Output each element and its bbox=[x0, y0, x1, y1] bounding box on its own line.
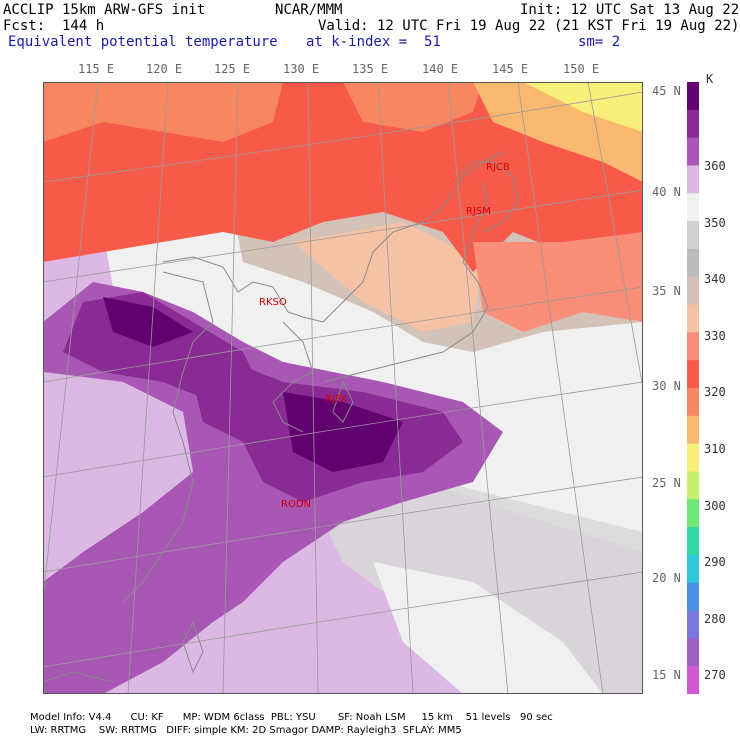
colorbar-label: 310 bbox=[704, 442, 726, 456]
smoothing-label: sm= 2 bbox=[578, 34, 621, 50]
forecast-hour: Fcst: 144 h bbox=[3, 18, 105, 34]
colorbar-swatch bbox=[687, 332, 699, 361]
colorbar-swatch bbox=[687, 221, 699, 250]
colorbar-label: 350 bbox=[704, 215, 726, 230]
field-region-325-b bbox=[343, 82, 483, 132]
lon-label: 135 E bbox=[352, 62, 389, 76]
colorbar-label: 330 bbox=[704, 328, 726, 343]
colorbar-swatch bbox=[687, 666, 699, 694]
field-region-350 bbox=[103, 202, 643, 552]
lat-label: 20 N bbox=[652, 571, 681, 585]
station-label: RJSM bbox=[466, 206, 491, 217]
colorbar-swatch bbox=[687, 415, 699, 445]
colorbar-swatch bbox=[687, 165, 699, 194]
coastlines bbox=[43, 151, 519, 683]
colorbar-swatch bbox=[687, 499, 699, 528]
lon-label: 115 E bbox=[78, 62, 115, 76]
colorbar-swatch bbox=[687, 582, 699, 612]
field-region-360 bbox=[43, 372, 193, 582]
colorbar bbox=[687, 82, 699, 694]
field-region-310 bbox=[523, 82, 643, 132]
station-label: RJCB bbox=[486, 162, 510, 173]
level-label: at k-index = 51 bbox=[306, 34, 441, 50]
lat-label: 15 N bbox=[652, 668, 681, 682]
lon-label: 120 E bbox=[146, 62, 183, 76]
model-info-line1: Model Info: V4.4 CU: KF MP: WDM 6class P… bbox=[30, 712, 553, 723]
graticule bbox=[43, 82, 643, 694]
lat-label: 35 N bbox=[652, 284, 681, 298]
model-info-line2: LW: RRTMG SW: RRTMG DIFF: simple KM: 2D … bbox=[30, 725, 462, 736]
colorbar-label: 290 bbox=[704, 555, 726, 570]
center-label: NCAR/MMM bbox=[275, 2, 343, 18]
field-region-365 bbox=[43, 282, 503, 694]
lon-label: 140 E bbox=[422, 62, 459, 76]
colorbar-label: 280 bbox=[704, 611, 726, 626]
colorbar-swatch bbox=[687, 360, 699, 389]
colorbar-swatch bbox=[687, 610, 699, 639]
station-label: RODN bbox=[281, 499, 311, 510]
model-title: ACCLIP 15km ARW-GFS init bbox=[3, 2, 206, 18]
map-frame bbox=[43, 82, 643, 694]
colorbar-swatch bbox=[687, 471, 699, 500]
field-region-355 bbox=[373, 562, 603, 694]
colorbar-swatch bbox=[687, 193, 699, 222]
lon-label: 150 E bbox=[563, 62, 600, 76]
field-region-350-south bbox=[293, 462, 643, 694]
colorbar-swatch bbox=[687, 443, 699, 472]
colorbar-swatch bbox=[687, 527, 699, 556]
colorbar-label: 340 bbox=[704, 272, 726, 287]
lat-label: 40 N bbox=[652, 185, 681, 199]
station-label: RJFK bbox=[325, 394, 348, 405]
lon-label: 125 E bbox=[214, 62, 251, 76]
lon-label: 130 E bbox=[283, 62, 320, 76]
field-region-340 bbox=[293, 222, 483, 332]
colorbar-swatch bbox=[687, 248, 699, 278]
colorbar-label: 360 bbox=[704, 159, 726, 173]
colorbar-label: 270 bbox=[704, 668, 726, 683]
colorbar-swatch bbox=[687, 137, 699, 166]
field-region-375 bbox=[103, 297, 193, 347]
lon-label: 145 E bbox=[492, 62, 529, 76]
lat-label: 45 N bbox=[652, 84, 681, 98]
colorbar-unit: K bbox=[706, 72, 714, 86]
field-name: Equivalent potential temperature bbox=[8, 34, 278, 50]
colorbar-swatch bbox=[687, 82, 699, 111]
colorbar-swatch bbox=[687, 276, 699, 306]
colorbar-label: 300 bbox=[704, 498, 726, 513]
station-label: RKSO bbox=[259, 297, 287, 308]
field-region-325 bbox=[43, 82, 283, 142]
lat-label: 30 N bbox=[652, 379, 681, 393]
init-time: Init: 12 UTC Sat 13 Aug 22 bbox=[520, 2, 740, 18]
colorbar-label: 320 bbox=[704, 385, 726, 400]
valid-time: Valid: 12 UTC Fri 19 Aug 22 (21 KST Fri … bbox=[318, 18, 740, 34]
theta-e-map bbox=[43, 82, 643, 694]
colorbar-swatch bbox=[687, 554, 699, 584]
colorbar-swatch bbox=[687, 638, 699, 667]
colorbar-swatch bbox=[687, 109, 699, 139]
field-region-335 bbox=[473, 232, 643, 332]
colorbar-swatch bbox=[687, 304, 699, 333]
colorbar-swatch bbox=[687, 388, 699, 417]
lat-label: 25 N bbox=[652, 476, 681, 490]
